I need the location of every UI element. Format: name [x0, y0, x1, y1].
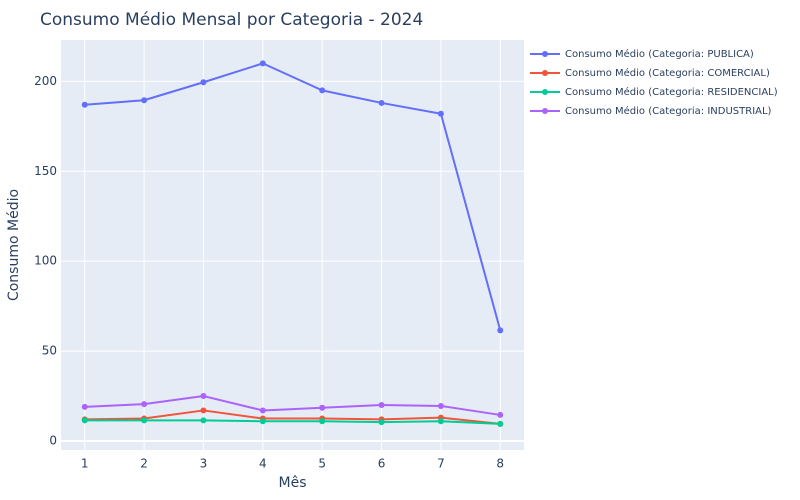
series-0	[81, 60, 504, 334]
x-tick-label: 5	[318, 457, 326, 471]
legend-item[interactable]: Consumo Médio (Categoria: PUBLICA)	[530, 48, 754, 60]
data-point[interactable]	[200, 79, 207, 86]
legend-swatch-marker	[542, 51, 548, 57]
data-point[interactable]	[319, 404, 326, 411]
y-tick-label: 0	[49, 434, 57, 448]
x-tick-label: 8	[496, 457, 504, 471]
data-point[interactable]	[437, 418, 444, 425]
legend[interactable]: Consumo Médio (Categoria: PUBLICA) Consum…	[530, 48, 778, 117]
plot-area	[61, 40, 524, 450]
x-tick-label: 7	[437, 457, 445, 471]
x-tick-label: 2	[140, 457, 148, 471]
series-3	[81, 393, 504, 418]
data-point[interactable]	[81, 417, 88, 424]
data-point[interactable]	[81, 101, 88, 108]
data-point[interactable]	[497, 327, 504, 334]
data-point[interactable]	[141, 97, 148, 104]
legend-label: Consumo Médio (Categoria: RESIDENCIAL)	[565, 86, 778, 98]
chart-title: Consumo Médio Mensal por Categoria - 202…	[40, 10, 423, 30]
data-point[interactable]	[259, 407, 266, 414]
x-tick-label: 6	[378, 457, 386, 471]
grid	[61, 40, 524, 450]
data-point[interactable]	[378, 419, 385, 426]
x-tick-label: 3	[200, 457, 208, 471]
x-tick-label: 1	[81, 457, 89, 471]
x-axis-title: Mês	[279, 475, 307, 491]
data-point[interactable]	[141, 417, 148, 424]
series-line	[84, 395, 501, 416]
legend-label: Consumo Médio (Categoria: INDUSTRIAL)	[565, 105, 772, 117]
y-tick-label: 200	[34, 74, 57, 88]
y-tick-label: 50	[42, 344, 57, 358]
legend-swatch-marker	[542, 108, 548, 114]
y-tick-label: 150	[34, 164, 57, 178]
series-2	[81, 417, 504, 427]
legend-label: Consumo Médio (Categoria: COMERCIAL)	[565, 67, 770, 79]
y-axis-title: Consumo Médio	[6, 189, 22, 301]
series-line	[84, 62, 502, 331]
series-line	[84, 419, 501, 425]
legend-label: Consumo Médio (Categoria: PUBLICA)	[565, 48, 754, 60]
legend-swatch-marker	[542, 70, 548, 76]
data-point[interactable]	[497, 411, 504, 418]
data-point[interactable]	[497, 420, 504, 427]
y-tick-label: 100	[34, 254, 57, 268]
legend-item[interactable]: Consumo Médio (Categoria: RESIDENCIAL)	[530, 86, 778, 98]
data-point[interactable]	[200, 407, 207, 414]
data-point[interactable]	[200, 417, 207, 424]
data-point[interactable]	[200, 393, 207, 400]
legend-item[interactable]: Consumo Médio (Categoria: COMERCIAL)	[530, 67, 770, 79]
x-tick-label: 4	[259, 457, 267, 471]
data-point[interactable]	[378, 99, 385, 106]
data-point[interactable]	[378, 402, 385, 409]
data-point[interactable]	[437, 402, 444, 409]
data-point[interactable]	[319, 418, 326, 425]
series-line	[84, 409, 501, 425]
data-point[interactable]	[141, 401, 148, 408]
data-point[interactable]	[81, 403, 88, 410]
data-point[interactable]	[437, 110, 444, 117]
legend-item[interactable]: Consumo Médio (Categoria: INDUSTRIAL)	[530, 105, 772, 117]
series-group	[81, 60, 504, 427]
tick-labels: 1 2 3 4 5 6 7 8 0 50 100 150 200	[34, 74, 504, 471]
data-point[interactable]	[319, 87, 326, 94]
legend-swatch-marker	[542, 89, 548, 95]
data-point[interactable]	[259, 418, 266, 425]
data-point[interactable]	[259, 60, 266, 67]
